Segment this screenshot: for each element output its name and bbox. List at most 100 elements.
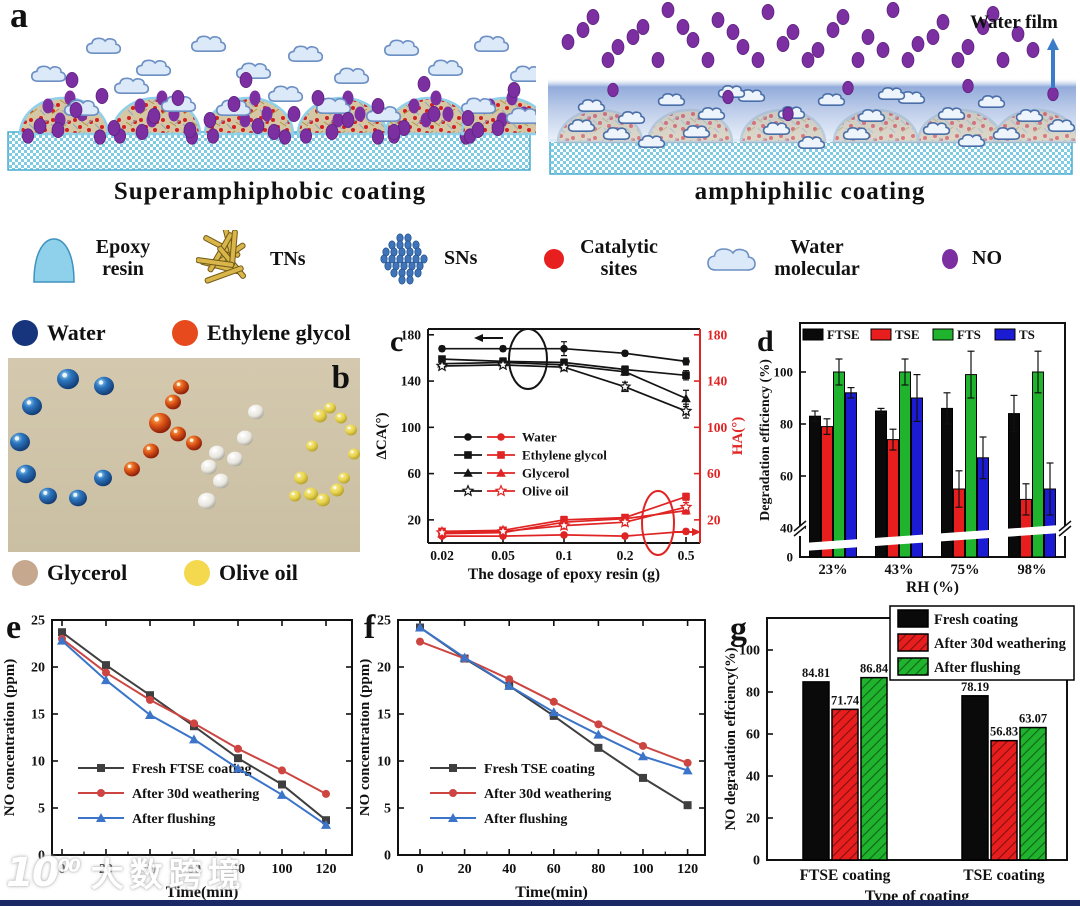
svg-text:0.05: 0.05 [491,548,515,563]
svg-text:NO concentration (ppm): NO concentration (ppm) [360,659,373,817]
panel-letter-b: b [331,360,350,396]
superamphiphobic-schematic [7,35,536,171]
svg-text:ΔCA(°): ΔCA(°) [374,412,390,459]
watermark: 1000 大数跨境 [6,848,247,896]
panel-d-degradation-bar-chart: 0 40 60 80 100 FTSE TSE FTS TS 23% 43% 75% 98% RH (%)… [757,322,1072,596]
no-icon [942,249,958,269]
svg-text:Glycerol: Glycerol [522,466,570,481]
svg-text:15: 15 [377,708,391,723]
olive-oil-label: Olive oil [219,560,298,585]
tns-icon [196,230,247,284]
svg-text:60: 60 [780,469,793,484]
ethylene-glycol-legend: Ethylene glycol [172,320,351,346]
catalytic-sites-icon [544,249,564,269]
svg-text:56.83: 56.83 [990,725,1018,739]
ethylene-glycol-label: Ethylene glycol [207,320,351,345]
svg-text:63.07: 63.07 [1019,712,1047,726]
svg-text:Time(min): Time(min) [515,884,588,901]
droplets-image [10,368,360,510]
amphiphilic-schematic: Water film [548,2,1076,175]
svg-text:Fresh TSE coating: Fresh TSE coating [484,762,595,777]
svg-text:120: 120 [677,862,698,877]
svg-text:0: 0 [59,862,66,877]
svg-text:NO degradation effciency(%): NO degradation effciency(%) [723,647,739,830]
svg-text:Fresh coating: Fresh coating [934,612,1019,628]
svg-text:40: 40 [502,862,516,877]
svg-text:TSE coating: TSE coating [963,867,1045,884]
svg-text:20: 20 [377,661,391,676]
legend-item-catalytic-sites: Catalytic sites [540,230,662,288]
svg-text:FTS: FTS [957,327,981,342]
svg-text:84.81: 84.81 [802,666,830,680]
olive-oil-legend: Olive oil [184,560,298,586]
water-legend: Water [12,320,106,346]
svg-text:100: 100 [707,420,728,435]
svg-text:180: 180 [401,327,422,342]
legend-label: NO [972,247,1002,270]
panel-c-contact-angle-chart: 20 20 60 60 100 100 140 140 180 180 0.02 0.05 0.1 0.2… [374,325,746,583]
svg-text:Time(min): Time(min) [166,884,239,901]
svg-text:5: 5 [38,802,45,817]
water-molecular-icon [707,248,756,271]
svg-text:140: 140 [707,374,728,389]
svg-text:0: 0 [753,854,760,869]
svg-text:Ethylene glycol: Ethylene glycol [522,448,607,463]
svg-text:Water: Water [522,430,557,445]
svg-text:Degradation efficiency (%): Degradation efficiency (%) [758,359,773,521]
svg-text:20: 20 [746,812,760,827]
svg-text:HA(°): HA(°) [730,417,746,456]
svg-text:40: 40 [746,770,760,785]
svg-text:120: 120 [316,862,337,877]
svg-text:23%: 23% [819,562,848,578]
svg-text:Olive oil: Olive oil [522,484,569,499]
legend-item-tns: TNs [196,230,306,290]
svg-text:0: 0 [417,862,424,877]
svg-text:15: 15 [31,708,45,723]
water-label: Water [47,320,106,345]
svg-text:0.5: 0.5 [678,548,695,563]
svg-text:20: 20 [99,862,113,877]
svg-text:100: 100 [739,644,760,659]
svg-text:60: 60 [408,466,422,481]
svg-text:c: c [390,325,403,358]
svg-text:71.74: 71.74 [831,693,860,707]
svg-text:100: 100 [401,420,422,435]
svg-text:0: 0 [38,849,45,864]
svg-text:NO concentration (ppm): NO concentration (ppm) [2,659,18,817]
legend-item-epoxy-resin: Epoxy resin [26,230,156,288]
svg-text:0.1: 0.1 [556,548,573,563]
panel-g-no-degradation-bar-chart: 0 20 40 60 80 100 84.81 78.19 71.74 56.83 86.84 63.… [723,605,1075,905]
amphiphilic-title: amphiphilic coating [694,178,926,205]
svg-text:0: 0 [787,550,794,565]
svg-text:The dosage of epoxy resin (g): The dosage of epoxy resin (g) [468,566,660,583]
svg-text:100: 100 [774,365,794,380]
svg-text:25: 25 [377,614,391,629]
svg-text:f: f [364,609,376,646]
svg-text:After flushing: After flushing [132,812,215,827]
svg-text:78.19: 78.19 [961,680,989,694]
legend-label: TNs [270,248,306,271]
panel-a-schematic: a Water film Superamphiphobic coating am… [0,0,1080,315]
legend-label: Water molecular [774,236,860,280]
svg-text:40: 40 [780,521,793,536]
panel-letter-a: a [10,0,28,35]
svg-text:FTSE coating: FTSE coating [800,867,891,884]
svg-text:25: 25 [31,614,45,629]
svg-text:98%: 98% [1018,562,1047,578]
svg-text:100: 100 [633,862,654,877]
svg-text:80: 80 [231,862,245,877]
legend-label: Catalytic sites [580,236,658,280]
svg-text:100: 100 [272,862,293,877]
panel-e-ftse-no-chart: 0 5 10 15 20 25 0 20 40 60 80 100 120 Time(min) NO con… [2,609,353,901]
epoxy-resin-icon [33,238,75,283]
svg-text:e: e [6,609,21,646]
svg-text:80: 80 [591,862,605,877]
watermark-logo: 1000 [6,850,81,896]
svg-text:80: 80 [746,686,760,701]
legend-label: Epoxy resin [95,236,151,280]
svg-text:20: 20 [458,862,472,877]
svg-text:86.84: 86.84 [860,662,889,676]
legend-item-no: NO [938,230,1002,288]
svg-text:0.2: 0.2 [617,548,634,563]
